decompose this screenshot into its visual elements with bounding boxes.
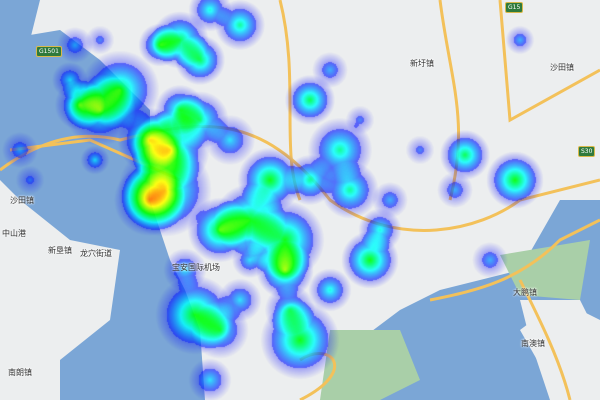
road-shield-s30: S30 (578, 146, 596, 157)
road-shield-g15: G15 (505, 2, 524, 13)
label-shatian: 沙田镇 (550, 63, 574, 72)
label-zhongshan: 中山港 (2, 229, 26, 238)
road-shield-g1501: G1501 (36, 46, 62, 57)
label-baoan: 宝安国际机场 (172, 263, 220, 272)
label-dapeng: 大鹏镇 (513, 288, 537, 297)
label-xinken: 新垦镇 (48, 246, 72, 255)
label-shatou: 沙田镇 (10, 196, 34, 205)
label-longxue: 龙穴街道 (80, 249, 112, 258)
label-xinxu: 新圩镇 (410, 59, 434, 68)
label-nanlang: 南朗镇 (8, 368, 32, 377)
label-nanao: 南澳镇 (521, 339, 545, 348)
